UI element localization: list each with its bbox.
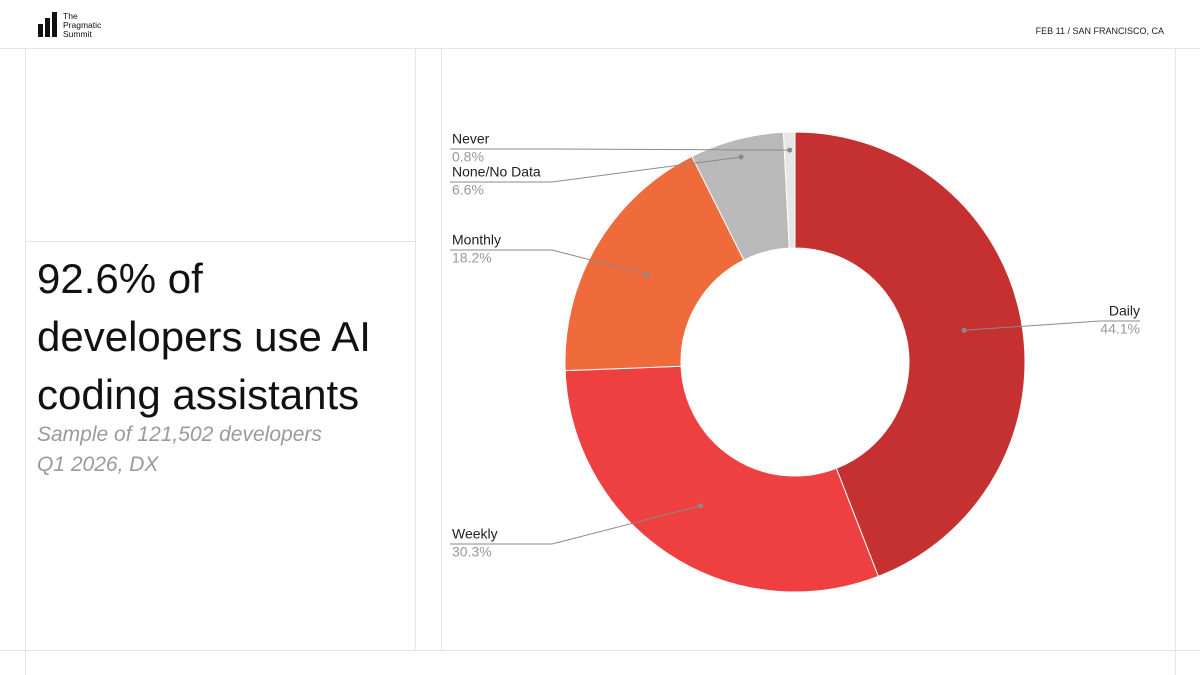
slice-value-label: 44.1%: [1100, 321, 1140, 337]
leader-dot: [787, 147, 793, 153]
leader-line: [450, 249, 648, 275]
divider: [1175, 48, 1176, 675]
divider: [415, 48, 416, 650]
divider: [0, 48, 1200, 49]
slice-label: None/No Data: [452, 164, 541, 180]
slice-value-label: 18.2%: [452, 250, 492, 266]
logo-text: The Pragmatic Summit: [63, 12, 101, 39]
leader-line: [964, 320, 1140, 331]
slice-label: Weekly: [452, 526, 498, 542]
slice-value-label: 6.6%: [452, 182, 484, 198]
logo-icon: [38, 12, 57, 37]
slice-label: Daily: [1109, 303, 1140, 319]
slice-label: Never: [452, 131, 490, 147]
subtitle: Sample of 121,502 developers Q1 2026, DX: [37, 420, 322, 480]
divider: [25, 241, 415, 242]
divider: [0, 650, 1200, 651]
leader-dot: [961, 327, 967, 333]
slice: [564, 365, 879, 593]
slice-label: Monthly: [452, 232, 501, 248]
leader-dot: [644, 271, 650, 277]
slice-value-label: 30.3%: [452, 544, 492, 560]
logo-line: Pragmatic: [63, 20, 102, 30]
divider: [441, 48, 442, 650]
leader-dot: [738, 154, 744, 160]
logo-line: The: [63, 11, 78, 21]
slice: [794, 131, 1026, 578]
subtitle-line: Sample of 121,502 developers: [37, 423, 322, 446]
slice: [782, 131, 796, 249]
leader-dot: [698, 503, 704, 509]
leader-line: [450, 505, 701, 545]
leader-line: [450, 148, 790, 151]
logo-line: Summit: [63, 29, 92, 39]
slice-value-label: 0.8%: [452, 149, 484, 165]
slice: [564, 155, 745, 372]
leader-line: [450, 156, 742, 183]
headline: 92.6% of developers use AI coding assist…: [37, 255, 371, 418]
divider: [25, 48, 26, 675]
subtitle-line: Q1 2026, DX: [37, 453, 159, 476]
event-info: FEB 11 / SAN FRANCISCO, CA: [1035, 26, 1164, 36]
